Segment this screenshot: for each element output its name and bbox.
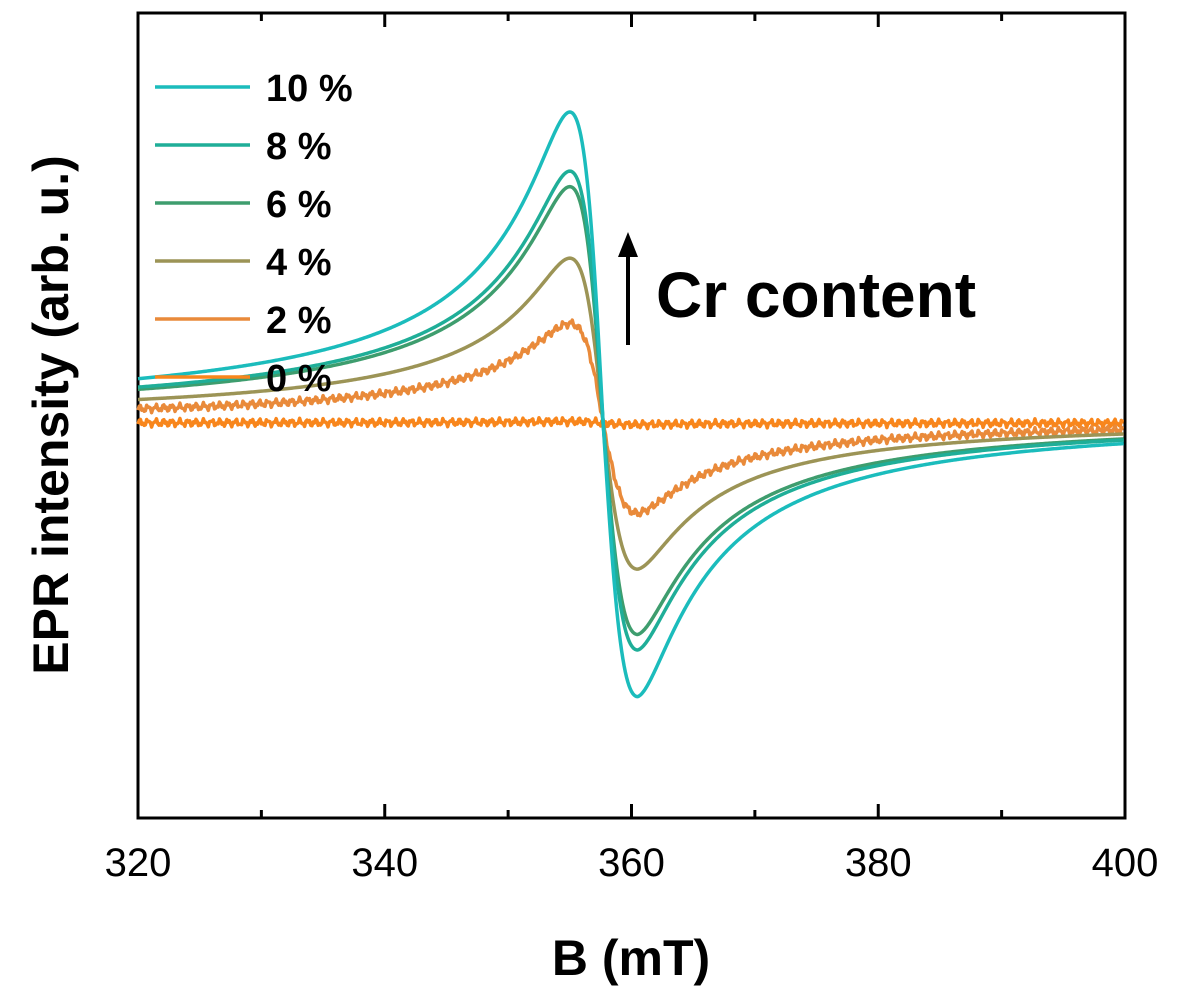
legend: 10 % 8 % 6 % 4 % 2 % 0 % (155, 68, 353, 400)
series-line-2pct (136, 318, 1125, 518)
series-line-10pct (137, 110, 1125, 699)
x-tick-label-380: 380 (845, 841, 912, 885)
series-line-4pct (137, 256, 1125, 571)
legend-label-2pct: 2 % (266, 300, 331, 342)
x-axis-ticks (136, 13, 1127, 818)
x-tick-label-400: 400 (1092, 841, 1159, 885)
x-tick-label-320: 320 (105, 841, 172, 885)
x-tick-label-360: 360 (598, 841, 665, 885)
y-axis-title: EPR intensity (arb. u.) (23, 155, 79, 675)
x-axis-title: B (mT) (552, 930, 710, 986)
legend-label-6pct: 6 % (266, 184, 331, 226)
series-line-8pct (137, 169, 1125, 652)
series-lines (136, 110, 1125, 699)
legend-label-8pct: 8 % (266, 126, 331, 168)
legend-label-10pct: 10 % (266, 68, 353, 110)
cr-content-label: Cr content (656, 259, 976, 331)
series-line-0pct (136, 415, 1125, 431)
legend-label-4pct: 4 % (266, 242, 331, 284)
up-arrow-head (618, 232, 638, 257)
cr-content-annotation: Cr content (618, 232, 976, 345)
x-tick-label-340: 340 (351, 841, 418, 885)
x-axis-tick-labels: 320 340 360 380 400 (105, 841, 1159, 885)
legend-label-0pct: 0 % (266, 358, 331, 400)
series-line-6pct (137, 184, 1125, 637)
